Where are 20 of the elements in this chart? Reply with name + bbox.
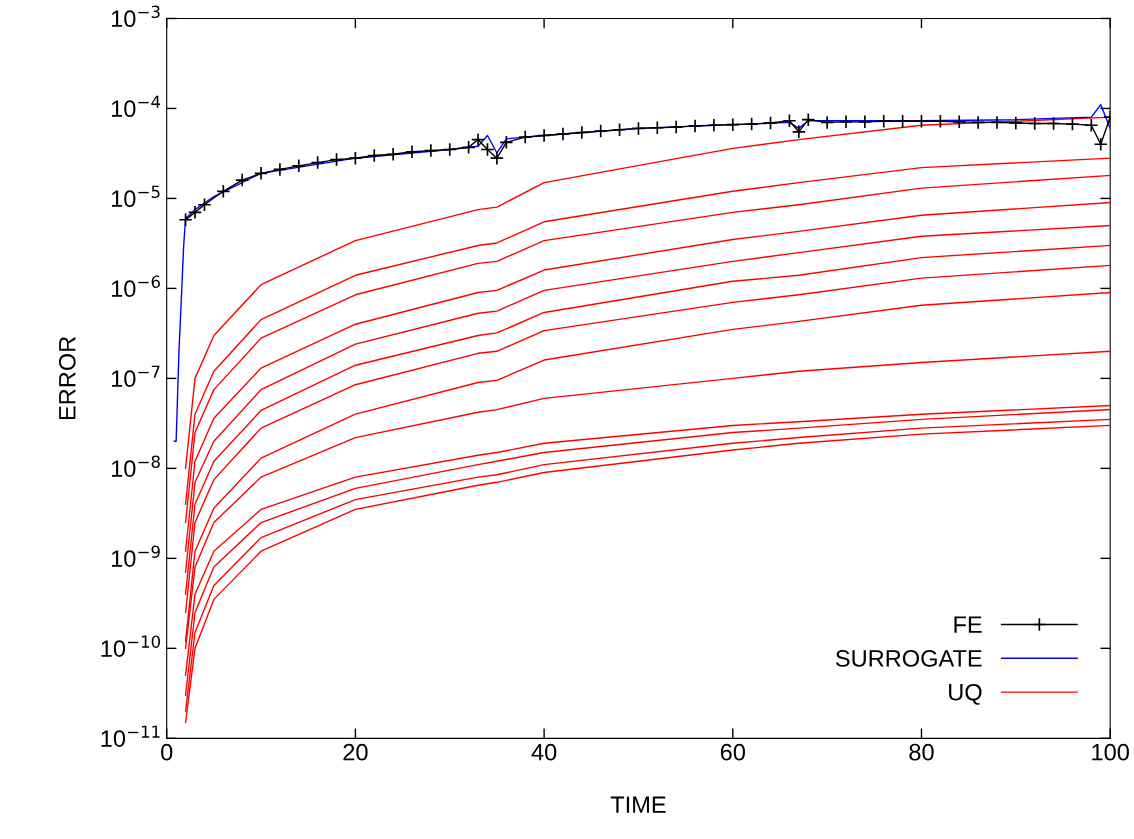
legend-label: UQ (949, 683, 982, 705)
x-tick-label: 60 (720, 743, 745, 761)
y-tick-label: 10$^{−11}$ (101, 725, 160, 747)
x-tick-label: 40 (531, 743, 557, 761)
legend-label: FE (954, 616, 982, 633)
y-tick-label: 10$^{−9}$ (111, 545, 160, 567)
legend-label: SURROGATE (835, 650, 982, 667)
y-tick-label: 10$^{−7}$ (111, 365, 160, 388)
y-tick-label: 10$^{−6}$ (111, 275, 160, 298)
y-tick-label: 10$^{−5}$ (111, 185, 160, 208)
x-tick-label: 0 (161, 743, 173, 761)
y-tick-label: 10$^{−8}$ (111, 455, 160, 477)
y-tick-label: 10$^{−3}$ (111, 5, 160, 28)
x-tick-label: 20 (343, 743, 368, 761)
x-axis-title: TIME (610, 796, 666, 813)
y-tick-label: 10$^{−4}$ (111, 95, 161, 118)
x-tick-label: 80 (909, 743, 934, 761)
y-axis-title: ERROR (58, 336, 76, 420)
x-tick-label: 100 (1092, 743, 1129, 761)
y-tick-label: 10$^{−10}$ (101, 635, 161, 657)
